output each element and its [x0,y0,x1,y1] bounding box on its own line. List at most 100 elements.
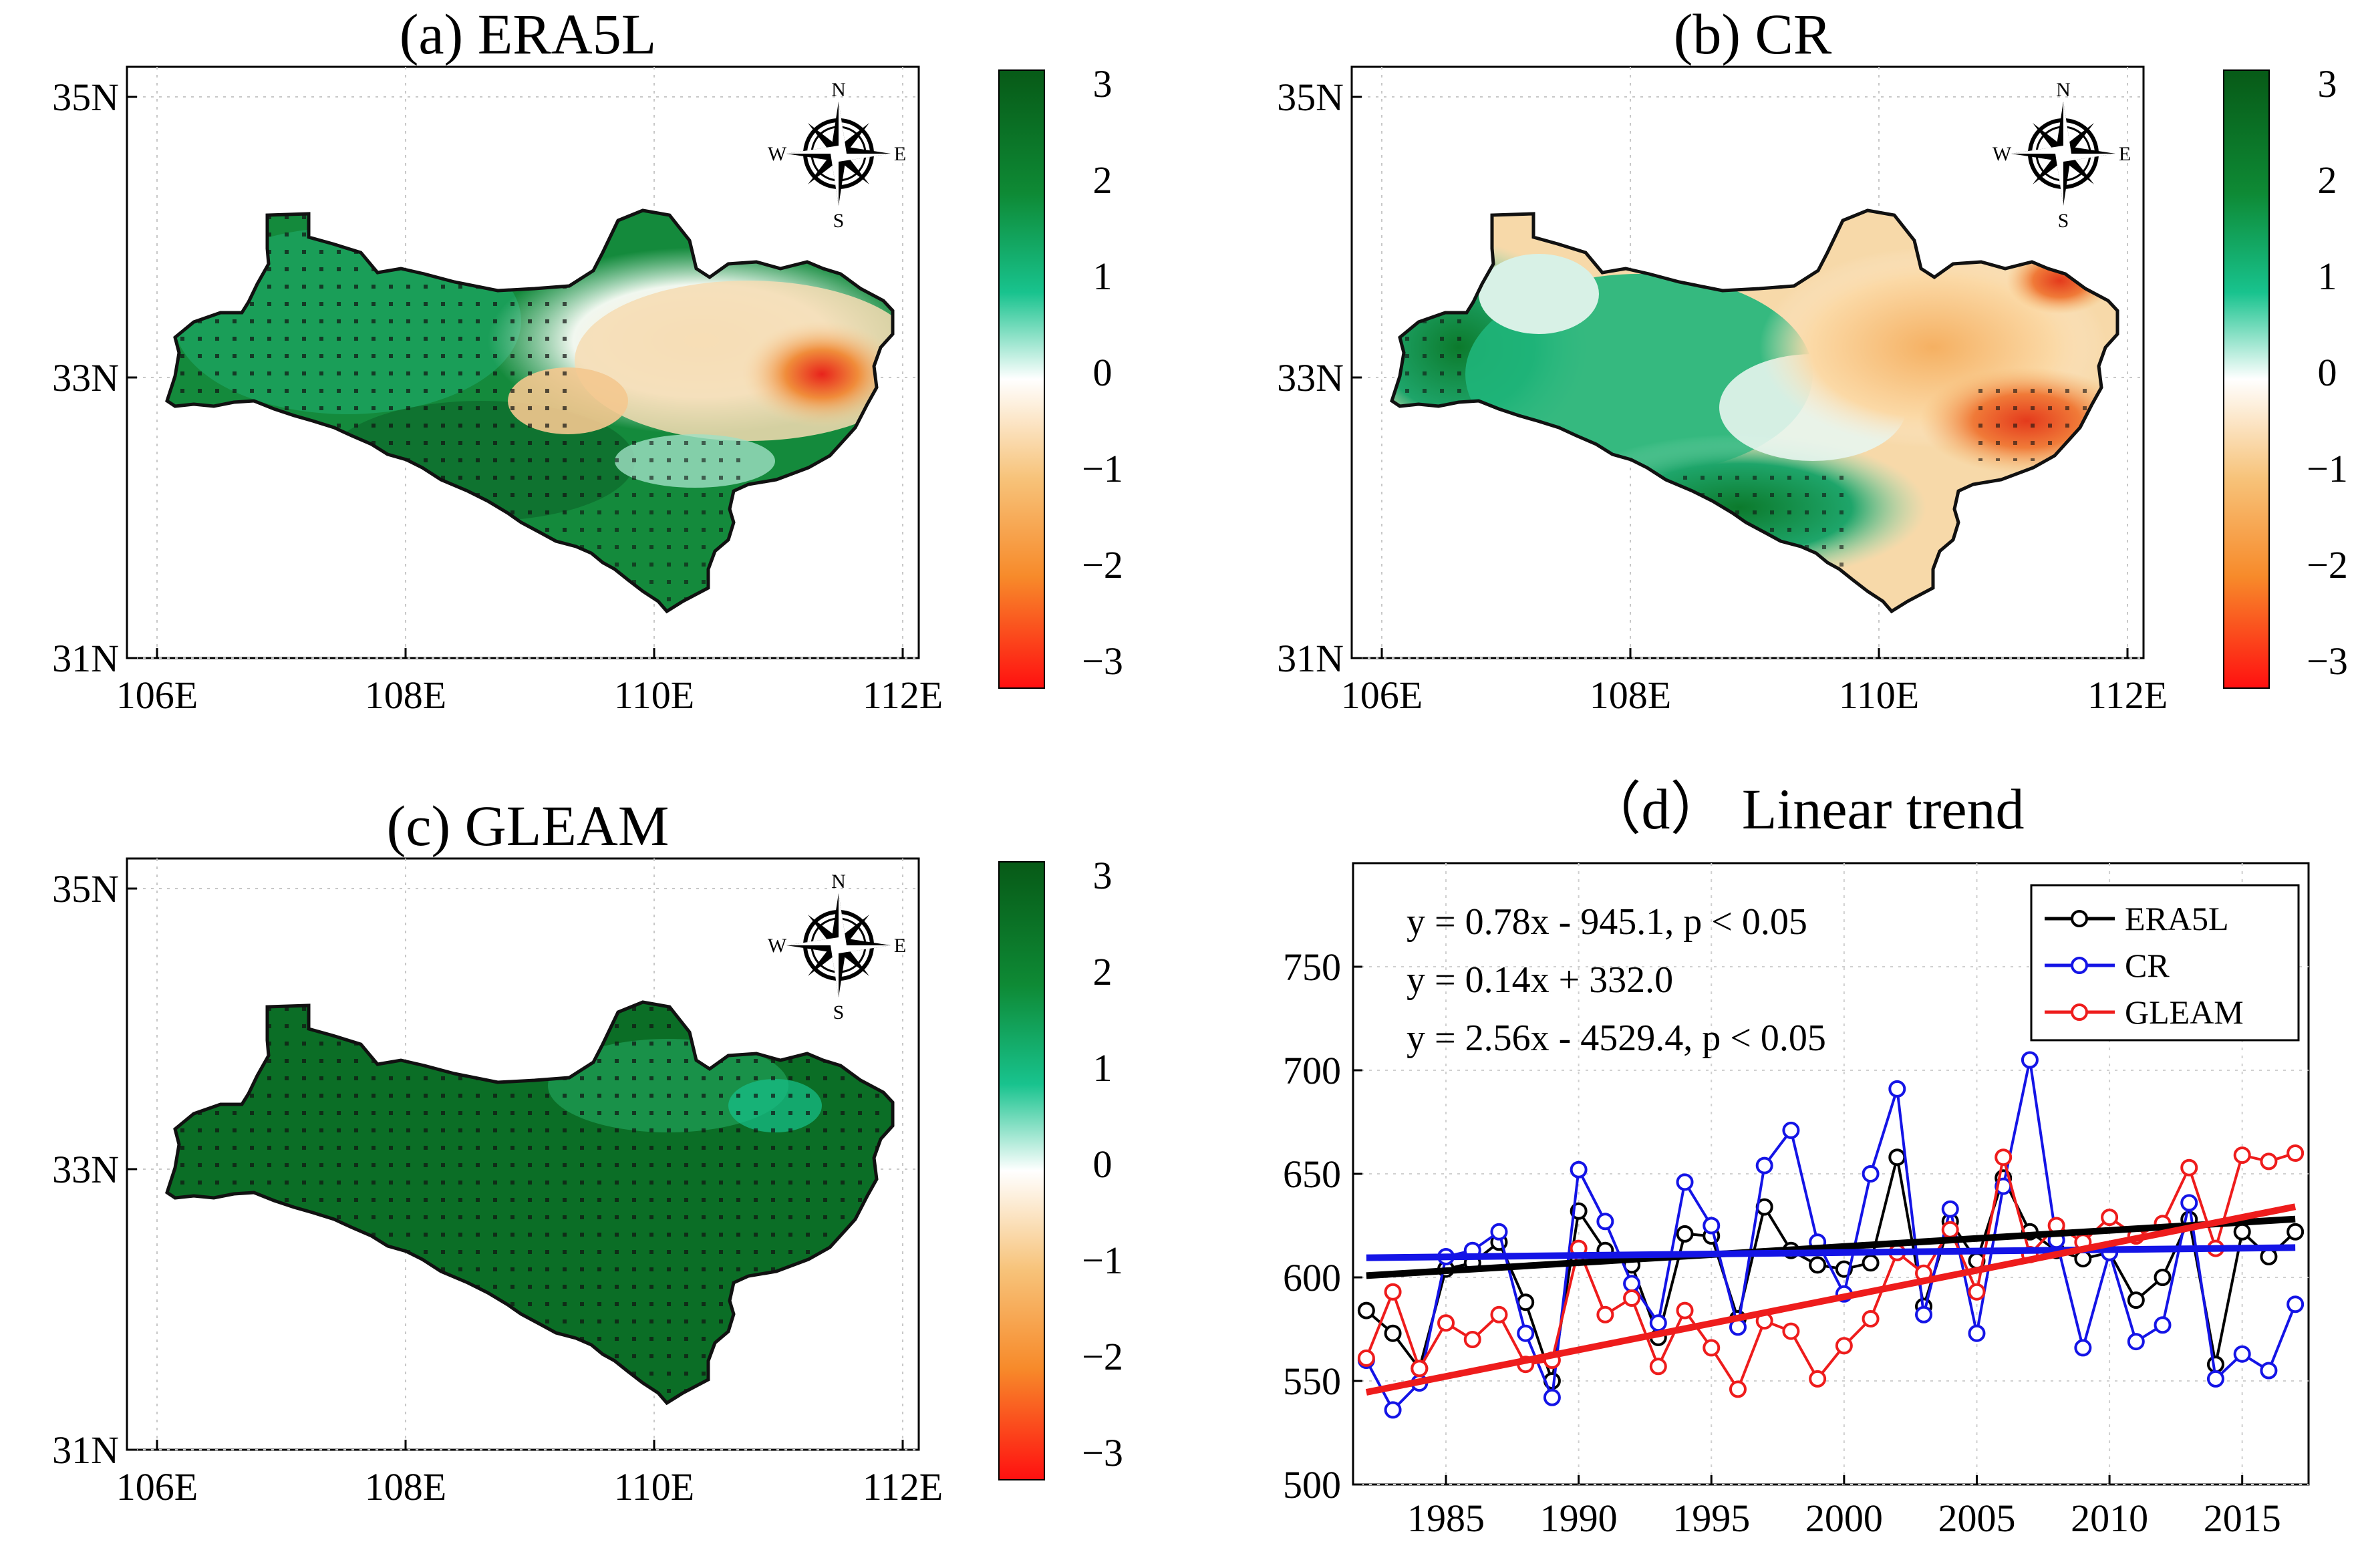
compass-south-label: S [833,1001,845,1024]
point-gleam-2004 [1941,1221,1959,1239]
point-era5l-1994 [1676,1225,1694,1243]
x-tick-label: 2005 [1938,1497,2015,1540]
point-cr-1988 [1517,1324,1535,1342]
basin-outline [165,208,895,614]
point-cr-1993 [1649,1314,1667,1332]
panel-title: (c) GLEAM [387,794,670,858]
point-cr-2015 [2233,1345,2251,1363]
point-cr-2017 [2287,1295,2305,1313]
compass-west-label: W [1993,143,2012,165]
point-gleam-2017 [2287,1144,2305,1162]
colorbar-tick-label: 3 [1093,854,1113,897]
trend-line-era5l [1366,1215,2296,1279]
point-era5l-1983 [1384,1324,1402,1342]
colorbar-tick-label: −1 [1082,1239,1123,1282]
point-cr-2004 [1941,1200,1959,1218]
point-gleam-1985 [1437,1314,1455,1332]
compass-south-label: S [2058,210,2069,232]
colorbar [998,69,1045,689]
point-gleam-1983 [1384,1283,1402,1301]
panel-title: (b) CR [1674,2,1832,66]
point-gleam-2016 [2260,1152,2278,1170]
lon-tick-label: 110E [614,673,694,717]
lat-tick-label: 31N [1277,637,1344,680]
compass-rose-icon: N E S W [768,871,906,1024]
y-tick-label: 750 [1283,945,1341,989]
lon-tick-label: 108E [365,673,446,717]
lon-tick-label: 108E [365,1465,446,1509]
colorbar-tick-label: 2 [1093,158,1113,202]
lat-tick-label: 33N [52,356,119,400]
legend: ERA5L CR GLEAM [2030,884,2300,1042]
colorbar-tick-label: 1 [1093,255,1113,298]
point-gleam-1986 [1463,1331,1481,1348]
point-gleam-1992 [1623,1289,1641,1307]
lat-tick-label: 35N [52,867,119,911]
legend-label-era5l: ERA5L [2125,900,2229,937]
point-gleam-1991 [1596,1305,1614,1323]
equation-cr: y = 0.14x + 332.0 [1407,959,1673,1001]
point-cr-2003 [1915,1305,1933,1323]
point-era5l-2014 [2206,1356,2224,1374]
lon-tick-label: 110E [1839,673,1919,717]
point-gleam-2001 [1862,1310,1880,1327]
colorbar-tick-label: −3 [1082,1431,1123,1474]
compass-north-label: N [2056,79,2071,101]
point-gleam-1993 [1649,1358,1667,1376]
point-cr-2013 [2180,1194,2198,1212]
point-era5l-2011 [2127,1291,2145,1309]
trend-line-cr [1366,1244,2296,1261]
compass-south-label: S [833,210,845,232]
legend-marker [2071,957,2088,974]
legend-label-cr: CR [2125,947,2170,984]
point-gleam-2000 [1835,1337,1853,1355]
point-cr-1994 [1676,1173,1694,1191]
compass-rose-icon: N E S W [1993,79,2131,232]
point-gleam-2015 [2233,1146,2251,1164]
point-era5l-1999 [1809,1256,1827,1274]
lat-tick-label: 33N [1277,356,1344,400]
point-era5l-2015 [2233,1223,2251,1241]
point-cr-1990 [1570,1160,1588,1179]
colorbar-tick-label: 0 [2318,351,2337,394]
colorbar-tick-label: 3 [2318,62,2337,106]
equation-gleam: y = 2.56x - 4529.4, p < 0.05 [1407,1017,1826,1059]
point-era5l-2001 [1862,1254,1880,1272]
x-tick-label: 1995 [1672,1497,1750,1540]
y-tick-label: 700 [1283,1049,1341,1092]
x-tick-label: 1985 [1407,1497,1485,1540]
point-cr-2011 [2127,1333,2145,1351]
point-cr-1995 [1703,1217,1721,1235]
colorbar-tick-label: −3 [1082,639,1123,683]
x-tick-label: 2010 [2071,1497,2148,1540]
point-gleam-1996 [1729,1380,1747,1398]
point-era5l-1982 [1357,1301,1375,1319]
colorbar-tick-label: 0 [1093,351,1113,394]
point-gleam-2010 [2101,1209,2119,1227]
colorbar-tick-label: 0 [1093,1142,1113,1186]
point-era5l-2009 [2074,1250,2092,1268]
point-gleam-1995 [1703,1339,1721,1357]
colorbar-tick-label: −2 [2307,543,2348,587]
compass-east-label: E [894,935,906,957]
lon-tick-label: 106E [116,1465,198,1509]
point-gleam-2006 [1995,1148,2013,1166]
equation-era5l: y = 0.78x - 945.1, p < 0.05 [1407,901,1807,943]
lat-tick-label: 35N [1277,75,1344,119]
point-gleam-1998 [1782,1322,1800,1340]
point-cr-2014 [2206,1370,2224,1388]
y-tick-label: 600 [1283,1256,1341,1299]
point-era5l-1988 [1517,1293,1535,1311]
colorbar-tick-label: 1 [1093,1046,1113,1090]
point-cr-2016 [2260,1362,2278,1380]
lat-tick-label: 31N [52,637,119,680]
legend-label-gleam: GLEAM [2125,993,2244,1031]
colorbar [2223,69,2270,689]
point-gleam-1987 [1490,1305,1508,1323]
lon-tick-label: 112E [863,673,943,717]
